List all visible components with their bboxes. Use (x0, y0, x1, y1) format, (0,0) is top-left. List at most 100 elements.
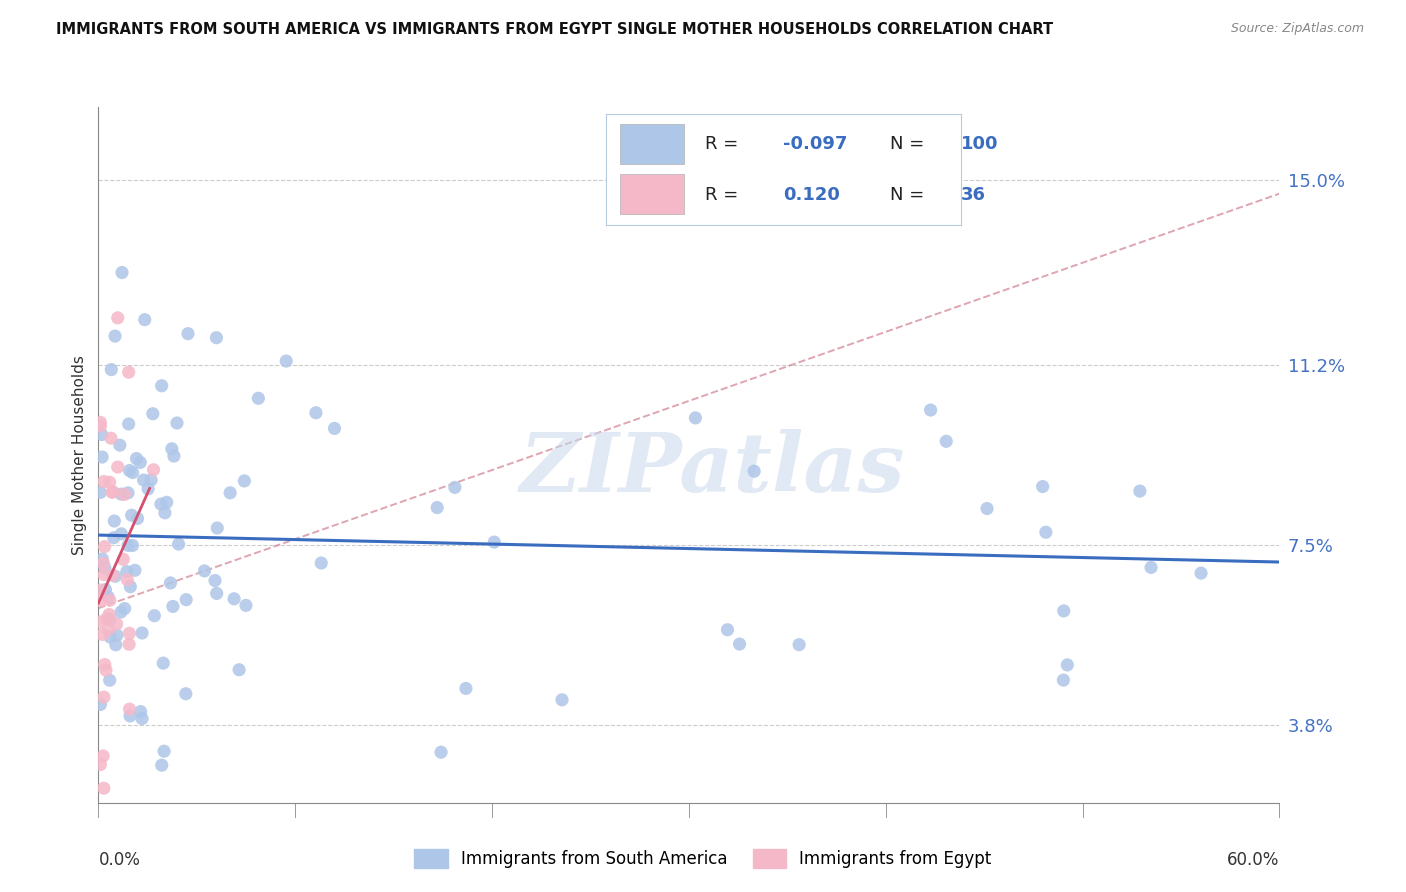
Text: IMMIGRANTS FROM SOUTH AMERICA VS IMMIGRANTS FROM EGYPT SINGLE MOTHER HOUSEHOLDS : IMMIGRANTS FROM SOUTH AMERICA VS IMMIGRA… (56, 22, 1053, 37)
Point (305, 406, 328, 420)
Point (454, 681, 477, 696)
Point (91, 552, 114, 566)
Point (104, 569, 127, 583)
Point (129, 455, 152, 469)
Point (1053, 604, 1076, 618)
Point (111, 266, 134, 280)
Point (93, 690, 115, 704)
Text: 60.0%: 60.0% (1227, 852, 1279, 870)
Bar (620, 174, 685, 214)
Point (120, 580, 142, 594)
Point (93, 557, 115, 571)
Point (204, 574, 226, 588)
Point (112, 487, 135, 501)
Point (98, 612, 121, 626)
Point (156, 495, 179, 509)
Text: 0.120: 0.120 (783, 186, 841, 204)
Point (1140, 560, 1163, 574)
Point (118, 417, 141, 431)
Point (89, 593, 111, 607)
Y-axis label: Single Mother Households: Single Mother Households (72, 355, 87, 555)
Point (167, 537, 190, 551)
Point (101, 484, 124, 499)
Point (132, 473, 155, 487)
Text: 100: 100 (960, 135, 998, 153)
Point (160, 442, 183, 456)
Point (276, 354, 298, 368)
Point (551, 693, 574, 707)
Point (89, 415, 111, 429)
Point (207, 521, 229, 535)
Point (976, 501, 998, 516)
Point (1035, 525, 1057, 540)
Point (935, 434, 957, 449)
Point (153, 506, 176, 520)
Point (117, 538, 139, 552)
Point (1189, 566, 1212, 580)
Point (728, 637, 751, 651)
Point (104, 329, 127, 343)
Point (131, 712, 153, 726)
Point (110, 526, 132, 541)
Point (139, 473, 162, 487)
Point (108, 438, 131, 452)
Point (98, 475, 121, 490)
Point (153, 744, 176, 758)
Point (115, 565, 138, 579)
Point (150, 378, 173, 392)
Point (118, 637, 141, 651)
Legend: Immigrants from South America, Immigrants from Egypt: Immigrants from South America, Immigrant… (408, 842, 998, 875)
Point (131, 626, 153, 640)
Point (98, 673, 121, 688)
Point (121, 539, 143, 553)
Point (94, 657, 117, 672)
Text: 0.0%: 0.0% (98, 852, 141, 870)
Point (120, 709, 142, 723)
Point (94, 663, 117, 677)
Point (920, 403, 942, 417)
Point (114, 601, 136, 615)
Point (219, 486, 242, 500)
Bar (620, 124, 685, 164)
Text: N =: N = (890, 186, 924, 204)
Point (1032, 479, 1054, 493)
Point (110, 487, 132, 501)
Point (1129, 484, 1152, 499)
Point (115, 573, 138, 587)
Point (107, 310, 129, 325)
Point (134, 312, 156, 326)
Point (100, 431, 122, 445)
Point (89, 698, 111, 712)
Point (193, 564, 215, 578)
Point (309, 556, 332, 570)
Point (94, 561, 117, 575)
Point (1056, 657, 1078, 672)
Point (247, 391, 270, 405)
Point (162, 599, 184, 614)
Point (127, 511, 149, 525)
Text: N =: N = (890, 135, 924, 153)
Point (89, 757, 111, 772)
Point (426, 500, 449, 515)
Text: ZIPatlas: ZIPatlas (520, 429, 905, 508)
Point (228, 663, 250, 677)
Point (96, 611, 118, 625)
Point (103, 514, 125, 528)
Point (118, 626, 141, 640)
Point (484, 535, 506, 549)
Text: Source: ZipAtlas.com: Source: ZipAtlas.com (1230, 22, 1364, 36)
Point (110, 605, 132, 619)
Point (97, 623, 120, 637)
Point (105, 628, 128, 642)
Point (222, 591, 245, 606)
Point (98, 607, 121, 622)
Point (174, 687, 197, 701)
Point (105, 617, 128, 632)
Point (149, 497, 172, 511)
Point (716, 623, 738, 637)
Point (152, 656, 174, 670)
Point (174, 592, 197, 607)
Point (118, 463, 141, 477)
Point (94, 582, 117, 597)
Point (101, 568, 124, 582)
